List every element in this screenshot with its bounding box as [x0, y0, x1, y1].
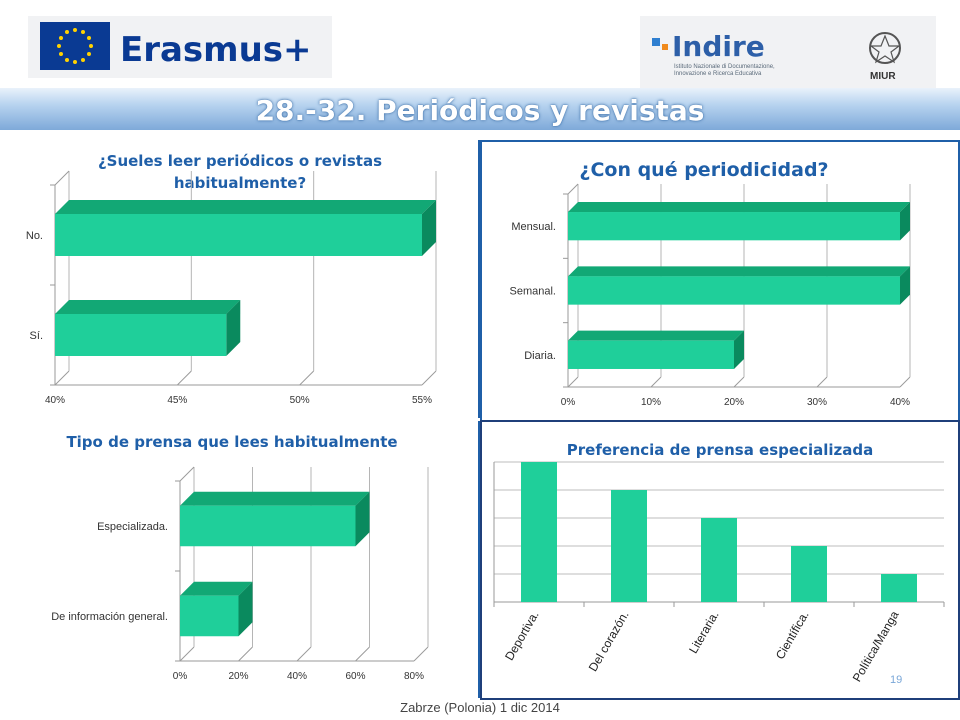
bar-top — [180, 491, 370, 506]
chart-panel-frequency: ¿Con qué periodicidad? 0% 10% 20% 30% 40% Diar… — [480, 140, 960, 422]
wall-edge — [179, 466, 195, 482]
chart-panel-press-type: Tipo de prensa que lees habitualmente 0% 2… — [0, 421, 480, 698]
bar-side — [900, 266, 910, 305]
footer-text: Zabrze (Polonia) 1 dic 2014 — [400, 700, 560, 715]
indire-caption-line-2: Innovazione e Ricerca Educativa — [674, 71, 762, 77]
category-label: De información general. — [51, 611, 168, 623]
chart-title: Tipo de prensa que lees habitualmente — [66, 433, 397, 451]
erasmus-logo: Erasmus+ — [28, 16, 332, 78]
floor-gridline — [899, 376, 911, 388]
x-tick-label: 40% — [890, 397, 910, 408]
floor-gridline — [421, 370, 437, 386]
category-label: No. — [26, 230, 43, 242]
bar — [611, 490, 647, 602]
category-label: Del corazón. — [586, 609, 632, 674]
frequency-chart: ¿Con qué periodicidad? 0% 10% 20% 30% 40% Diar… — [510, 159, 911, 408]
chart-title: Preferencia de prensa especializada — [567, 441, 873, 459]
floor-gridline — [176, 370, 192, 386]
bar-top — [568, 266, 910, 277]
floor-gridline — [238, 646, 253, 662]
erasmus-logo-graphic: Erasmus+ — [40, 22, 312, 70]
press-type-chart: Tipo de prensa que lees habitualmente 0% 2… — [51, 433, 429, 682]
x-tick-label: 50% — [290, 395, 310, 406]
floor-gridline — [355, 646, 370, 662]
bar-side — [238, 581, 253, 637]
page-title: 28.-32. Periódicos y revistas — [255, 94, 705, 127]
chart-title: ¿Con qué periodicidad? — [579, 159, 828, 181]
bar — [701, 518, 737, 602]
indire-caption-line-1: Istituto Nazionale di Documentazione, — [674, 64, 775, 70]
bar — [55, 314, 227, 356]
title-band — [0, 88, 960, 130]
bar — [791, 546, 827, 602]
category-label: Sí. — [30, 330, 43, 342]
slide-number: 19 — [890, 674, 903, 686]
floor-gridline — [299, 370, 315, 386]
indire-logo: Indire Istituto Nazionale di Documentazi… — [640, 16, 936, 88]
x-tick-label: 20% — [724, 397, 744, 408]
category-label: Semanal. — [510, 286, 556, 298]
bar-top — [568, 330, 744, 341]
floor-gridline — [413, 646, 429, 662]
category-label: Literaria. — [686, 609, 721, 656]
chart-panel-reading-habit: ¿Sueles leer periódicos o revistas habitu… — [0, 140, 480, 418]
miur-label: MIUR — [870, 71, 896, 82]
bar-top — [55, 200, 436, 214]
category-label: Científica. — [773, 609, 812, 662]
floor-gridline — [54, 370, 70, 386]
bar-top — [180, 581, 253, 596]
chart-title: habitualmente? — [174, 174, 306, 192]
x-tick-label: 20% — [228, 671, 248, 682]
bar-side — [422, 200, 436, 256]
floor-gridline — [567, 376, 579, 388]
chart-title: ¿Sueles leer periódicos o revistas — [98, 152, 382, 170]
x-tick-label: 10% — [641, 397, 661, 408]
bar — [568, 212, 900, 241]
bar-side — [900, 202, 910, 241]
bar-top — [568, 202, 910, 213]
indire-label: Indire — [672, 30, 765, 63]
x-tick-label: 40% — [287, 671, 307, 682]
chart-panel-specialized-preference: Preferencia de prensa especializada Depor… — [480, 420, 960, 700]
indire-logo-graphic: Indire Istituto Nazionale di Documentazi… — [652, 30, 901, 82]
floor-gridline — [296, 646, 312, 662]
floor-gridline — [733, 376, 745, 388]
miur-emblem-icon — [869, 32, 901, 64]
x-tick-label: 0% — [173, 671, 188, 682]
bar — [521, 462, 557, 602]
bar — [568, 340, 734, 369]
bar — [55, 214, 422, 256]
erasmus-label: Erasmus+ — [120, 30, 312, 70]
bar-side — [734, 330, 744, 369]
wall-edge — [567, 183, 579, 195]
bar — [180, 595, 239, 637]
bar-top — [55, 300, 241, 314]
floor-gridline — [816, 376, 828, 388]
bar-side — [226, 300, 241, 356]
x-tick-label: 30% — [807, 397, 827, 408]
x-tick-label: 55% — [412, 395, 432, 406]
x-tick-label: 60% — [345, 671, 365, 682]
specialized-preference-chart: Preferencia de prensa especializada Depor… — [493, 441, 945, 684]
bar — [568, 276, 900, 305]
floor-gridline — [179, 646, 195, 662]
reading-habit-chart: ¿Sueles leer periódicos o revistas habitu… — [26, 152, 437, 406]
category-label: Deportiva. — [502, 609, 541, 663]
floor-gridline — [650, 376, 662, 388]
x-tick-label: 0% — [561, 397, 576, 408]
bar — [180, 505, 356, 547]
wall-edge — [54, 170, 70, 186]
x-tick-label: 40% — [45, 395, 65, 406]
bar-side — [355, 491, 370, 547]
category-label: Diaria. — [524, 350, 556, 362]
bar — [881, 574, 917, 602]
x-tick-label: 80% — [404, 671, 424, 682]
category-label: Especializada. — [97, 521, 168, 533]
category-label: Política/Manga — [850, 608, 902, 684]
x-tick-label: 45% — [167, 395, 187, 406]
category-label: Mensual. — [511, 221, 556, 233]
